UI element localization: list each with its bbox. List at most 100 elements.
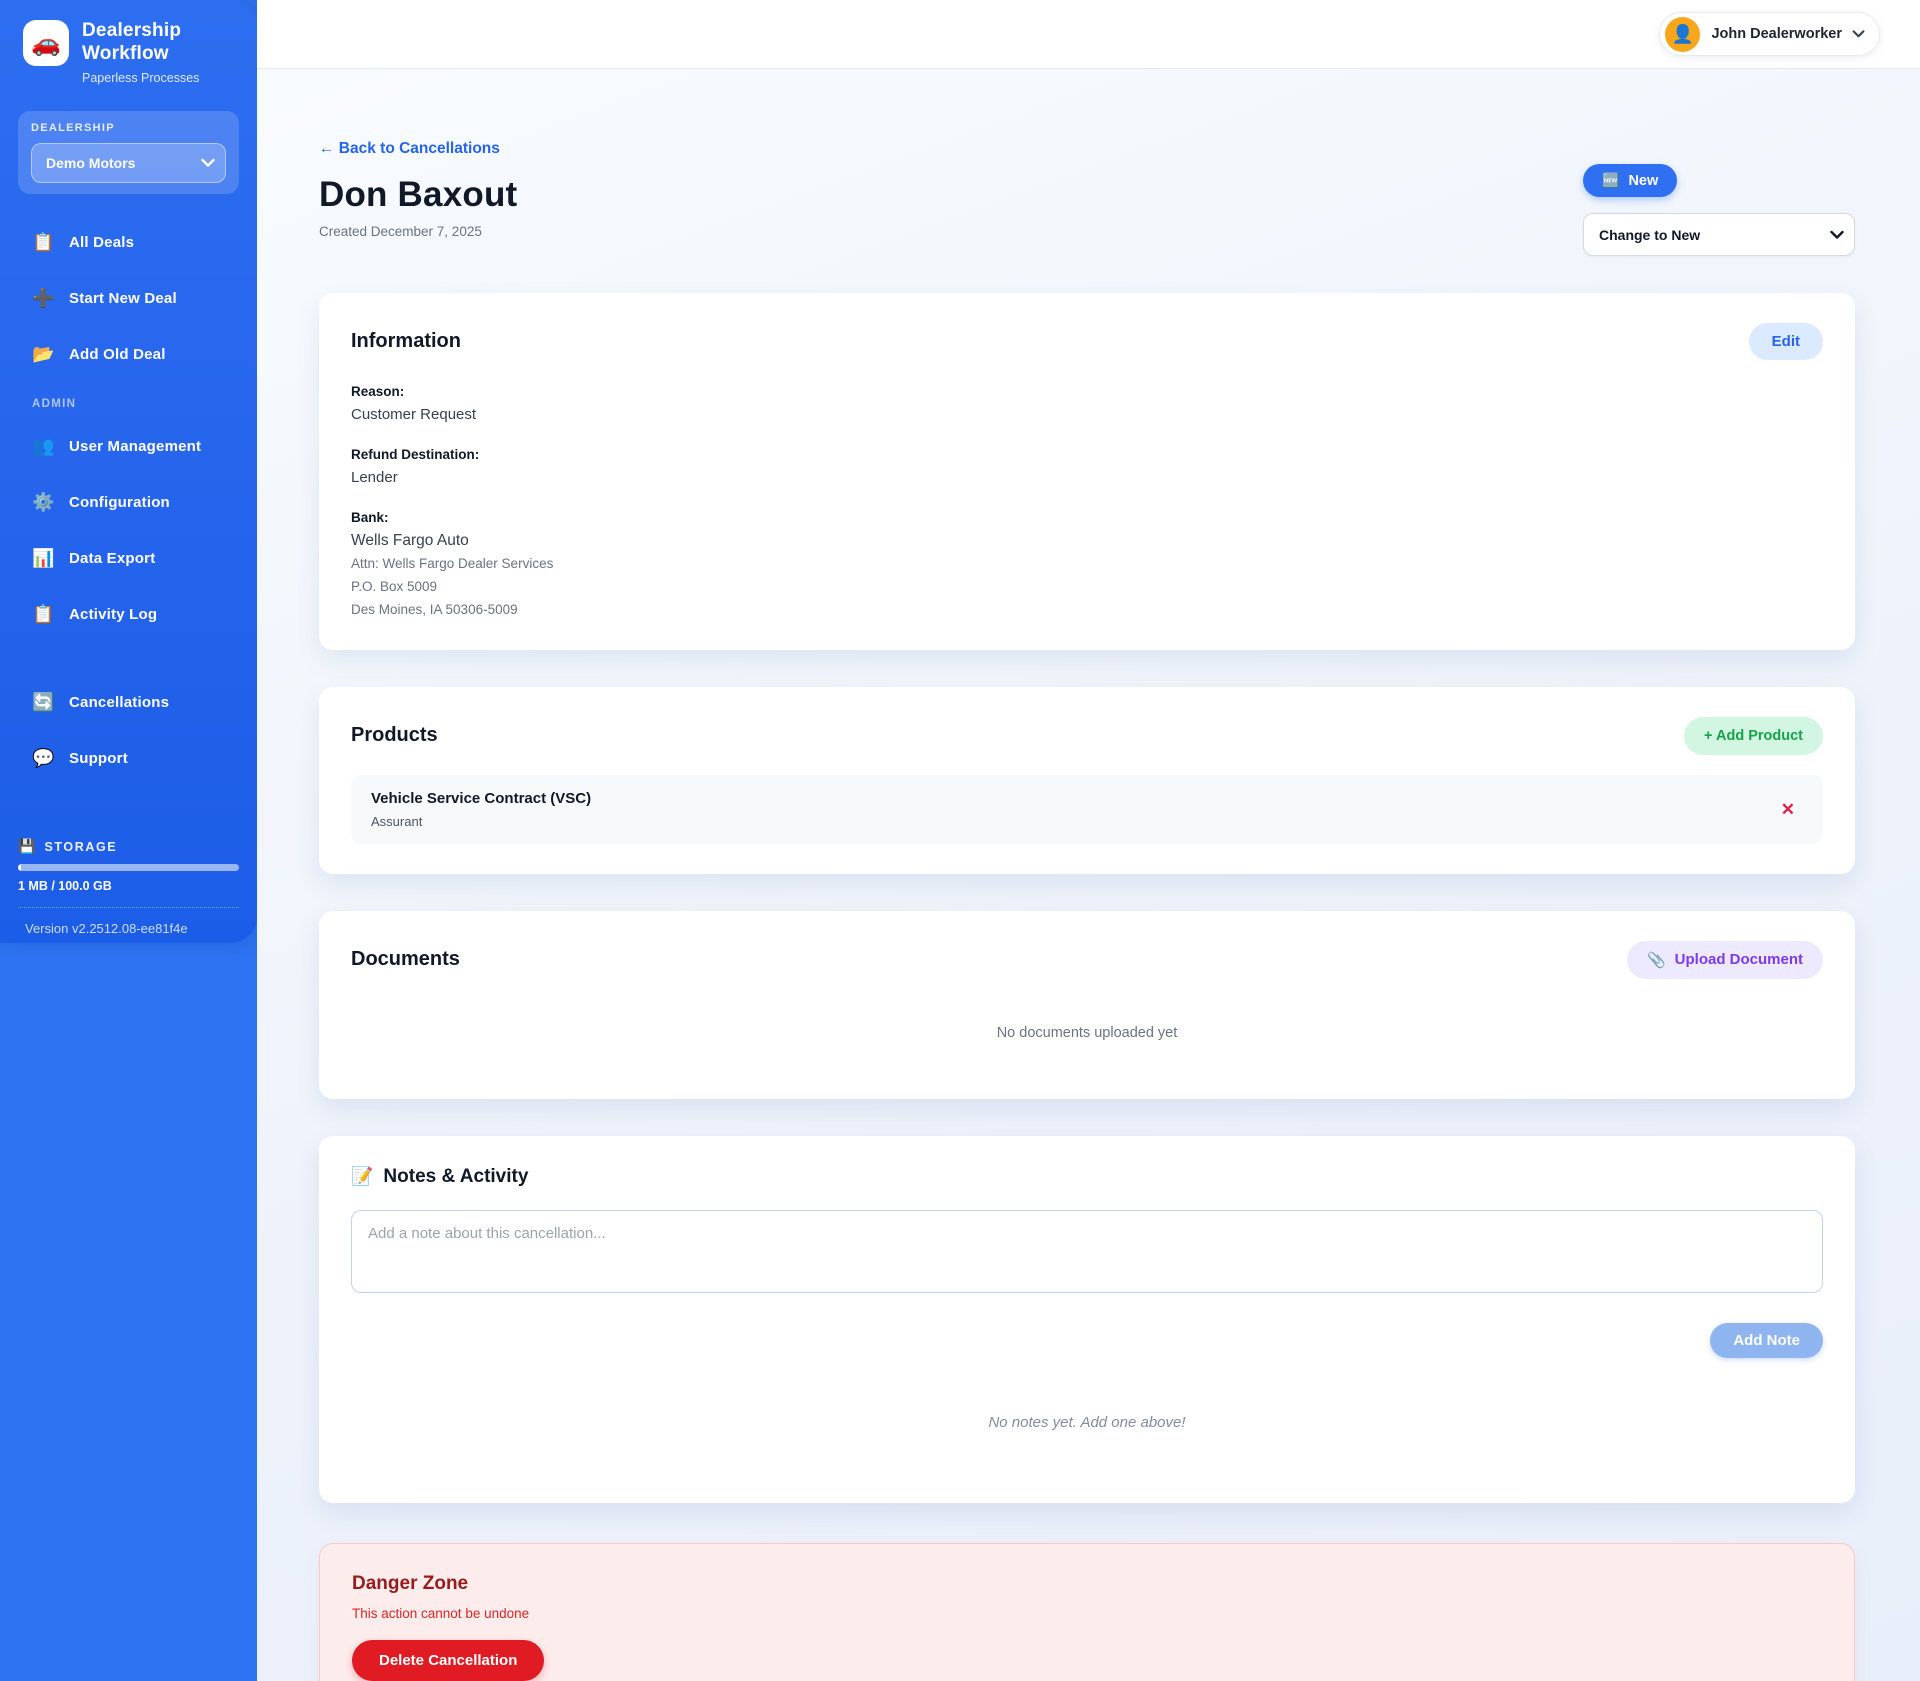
- brand-header: 🚗 Dealership Workflow Paperless Processe…: [0, 0, 257, 85]
- refresh-arrows-icon: 🔄: [32, 691, 55, 712]
- bank-label: Bank:: [351, 510, 389, 525]
- user-name: John Dealerworker: [1711, 26, 1842, 42]
- notes-empty-text: No notes yet. Add one above!: [988, 1413, 1186, 1431]
- chevron-down-icon: [1852, 30, 1865, 38]
- back-to-cancellations-link[interactable]: ← Back to Cancellations: [319, 140, 500, 157]
- notes-title: Notes & Activity: [383, 1165, 529, 1187]
- products-title: Products: [351, 724, 438, 747]
- sidebar-background: 🚗 Dealership Workflow Paperless Processe…: [0, 0, 257, 1681]
- bank-address-line: Des Moines, IA 50306-5009: [351, 602, 518, 618]
- sidebar-item-support[interactable]: 💬 Support: [0, 736, 257, 780]
- danger-zone-card: Danger Zone This action cannot be undone…: [319, 1542, 1855, 1681]
- sidebar-item-start-new-deal[interactable]: ➕ Start New Deal: [0, 276, 257, 320]
- clipboard-icon: 📋: [32, 231, 55, 252]
- user-menu[interactable]: 👤 John Dealerworker: [1659, 12, 1880, 56]
- sidebar-item-all-deals[interactable]: 📋 All Deals: [0, 220, 257, 264]
- dealership-box: DEALERSHIP Demo Motors: [18, 111, 239, 194]
- nav-spacer: [0, 648, 257, 680]
- sidebar-item-configuration[interactable]: ⚙️ Configuration: [0, 480, 257, 524]
- reason-field: Reason: Customer Request: [351, 384, 1823, 423]
- sidebar-item-label: Add Old Deal: [69, 345, 166, 363]
- new-icon: 🆕: [1602, 172, 1620, 188]
- created-date: Created December 7, 2025: [319, 224, 482, 239]
- upload-document-label: Upload Document: [1674, 951, 1803, 969]
- danger-zone-title: Danger Zone: [352, 1572, 469, 1594]
- remove-product-icon[interactable]: ✕: [1773, 797, 1803, 822]
- product-name: Vehicle Service Contract (VSC): [371, 789, 592, 807]
- sidebar-item-cancellations[interactable]: 🔄 Cancellations: [0, 680, 257, 724]
- product-row: Vehicle Service Contract (VSC) Assurant …: [351, 774, 1823, 844]
- top-bar: 👤 John Dealerworker: [257, 0, 1920, 69]
- version-row: Version v2.2512.08-ee81f4e: [18, 907, 239, 938]
- speech-balloon-icon: 💬: [32, 747, 55, 768]
- avatar: 👤: [1665, 16, 1701, 52]
- add-note-button[interactable]: Add Note: [1710, 1322, 1823, 1358]
- add-product-button[interactable]: + Add Product: [1684, 716, 1823, 755]
- status-column: 🆕 New Change to New: [1583, 164, 1855, 256]
- bank-name: Wells Fargo Auto: [351, 532, 469, 549]
- user-bust-icon: 👤: [1671, 23, 1695, 44]
- storage-progress-bar: [18, 864, 239, 871]
- delete-cancellation-button[interactable]: Delete Cancellation: [352, 1639, 545, 1681]
- product-provider: Assurant: [371, 813, 423, 829]
- storage-usage-text: 1 MB / 100.0 GB: [18, 879, 112, 893]
- clipboard-icon: 📋: [32, 603, 55, 624]
- information-title: Information: [351, 330, 461, 352]
- sidebar-item-label: Configuration: [69, 493, 170, 511]
- gear-icon: ⚙️: [32, 491, 55, 512]
- version-text: Version v2.2512.08-ee81f4e: [25, 921, 188, 936]
- app-subtitle: Paperless Processes: [82, 71, 200, 85]
- sidebar-item-label: User Management: [69, 437, 202, 455]
- refund-destination-value: Lender: [351, 469, 398, 486]
- documents-empty-text: No documents uploaded yet: [996, 1024, 1178, 1041]
- edit-button[interactable]: Edit: [1748, 323, 1823, 360]
- memo-icon: 📝: [351, 1166, 374, 1187]
- app-logo: 🚗: [23, 20, 69, 66]
- storage-label: STORAGE: [44, 839, 118, 854]
- status-badge[interactable]: 🆕 New: [1583, 164, 1678, 197]
- floppy-disk-icon: 💾: [18, 838, 36, 854]
- refund-destination-field: Refund Destination: Lender: [351, 447, 1823, 486]
- car-icon: 🚗: [31, 29, 61, 57]
- information-card: Information Edit Reason: Customer Reques…: [319, 293, 1855, 650]
- open-folder-icon: 📂: [32, 343, 55, 364]
- sidebar-item-data-export[interactable]: 📊 Data Export: [0, 536, 257, 580]
- status-badge-label: New: [1628, 172, 1659, 189]
- products-card: Products + Add Product Vehicle Service C…: [319, 686, 1855, 874]
- sidebar-item-label: Activity Log: [69, 605, 158, 623]
- documents-card: Documents 📎 Upload Document No documents…: [319, 910, 1855, 1099]
- documents-title: Documents: [351, 948, 460, 971]
- dealership-label: DEALERSHIP: [31, 122, 115, 134]
- main-area: 👤 John Dealerworker ← Back to Cancellati…: [257, 0, 1920, 1681]
- note-input[interactable]: [351, 1209, 1823, 1293]
- refund-destination-label: Refund Destination:: [351, 447, 480, 462]
- bank-field: Bank: Wells Fargo Auto Attn: Wells Fargo…: [351, 510, 1823, 620]
- sidebar-item-add-old-deal[interactable]: 📂 Add Old Deal: [0, 332, 257, 376]
- sidebar: 🚗 Dealership Workflow Paperless Processe…: [0, 0, 257, 943]
- sidebar-item-label: All Deals: [69, 233, 135, 251]
- sidebar-item-label: Data Export: [69, 549, 156, 567]
- plus-icon: ➕: [32, 287, 55, 308]
- notes-card: 📝 Notes & Activity Add Note No notes yet…: [319, 1135, 1855, 1503]
- sidebar-item-user-management[interactable]: 👥 User Management: [0, 424, 257, 468]
- admin-section-label: ADMIN: [32, 398, 77, 410]
- storage-progress-fill: [18, 864, 21, 871]
- danger-zone-warning: This action cannot be undone: [352, 1605, 530, 1621]
- storage-section: 💾 STORAGE 1 MB / 100.0 GB Version v2.251…: [18, 838, 239, 938]
- sidebar-item-activity-log[interactable]: 📋 Activity Log: [0, 592, 257, 636]
- bar-chart-icon: 📊: [32, 547, 55, 568]
- reason-value: Customer Request: [351, 406, 477, 423]
- sidebar-item-label: Cancellations: [69, 693, 170, 711]
- reason-label: Reason:: [351, 384, 405, 399]
- page-content: ← Back to Cancellations Don Baxout Creat…: [257, 69, 1920, 1681]
- dealership-select[interactable]: Demo Motors: [31, 143, 226, 183]
- bank-address-line: P.O. Box 5009: [351, 579, 438, 595]
- change-status-select[interactable]: Change to New: [1583, 213, 1855, 256]
- bank-address-line: Attn: Wells Fargo Dealer Services: [351, 556, 554, 571]
- users-icon: 👥: [32, 435, 55, 456]
- sidebar-item-label: Start New Deal: [69, 289, 177, 307]
- page-header: Don Baxout Created December 7, 2025 🆕 Ne…: [319, 158, 1855, 256]
- app-title: Dealership Workflow: [82, 20, 182, 64]
- upload-document-button[interactable]: 📎 Upload Document: [1626, 940, 1823, 979]
- page-title: Don Baxout: [319, 175, 518, 214]
